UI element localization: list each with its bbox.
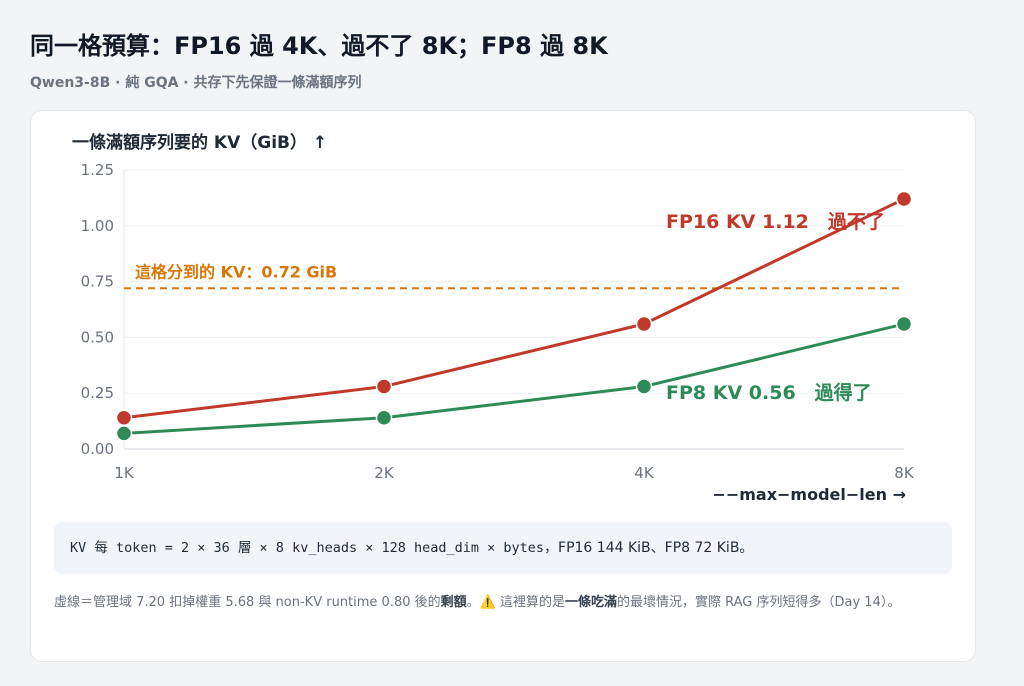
y-tick-label: 0.50 bbox=[81, 328, 114, 346]
x-tick-label: 4K bbox=[634, 464, 655, 482]
page-subtitle: Qwen3-8B · 純 GQA · 共存下先保證一條滿額序列 bbox=[30, 75, 362, 91]
series-line-fp16 bbox=[123, 197, 905, 420]
series-layer: FP16 KV 1.12 過不了 FP8 KV 0.56 過得了 bbox=[115, 190, 913, 442]
line-chart: 一條滿額序列要的 KV（GiB） ↑ 0.00 0.25 0.50 0.75 1.00 1… bbox=[72, 132, 915, 504]
footnote-part2: 。⚠️ 這裡算的是 bbox=[466, 595, 565, 610]
x-tick-label: 1K bbox=[114, 464, 135, 482]
formula-expression: KV 每 token = 2 × 36 層 × 8 kv_heads × 128… bbox=[70, 540, 545, 556]
grid-lines bbox=[123, 169, 904, 450]
y-tick-label: 0.75 bbox=[81, 273, 114, 291]
data-point-fp8 bbox=[115, 425, 133, 442]
data-point-fp16 bbox=[635, 315, 653, 333]
footnote-bold1: 剩額 bbox=[440, 595, 467, 610]
y-axis-label: 一條滿額序列要的 KV（GiB） ↑ bbox=[72, 132, 327, 153]
series-end-label-fp8: FP8 KV 0.56 過得了 bbox=[666, 381, 872, 404]
footnote-part3: 的最壞情況，實際 RAG 序列短得多（Day 14）。 bbox=[617, 595, 901, 610]
x-tick-labels: 1K 2K 4K 8K bbox=[114, 464, 915, 482]
x-tick-label: 8K bbox=[894, 464, 915, 482]
y-tick-label: 0.25 bbox=[81, 384, 114, 402]
footnote-bold2: 一條吃滿 bbox=[564, 595, 617, 610]
series-line-fp8 bbox=[123, 322, 905, 435]
y-tick-label: 0.00 bbox=[81, 440, 114, 458]
data-point-fp16 bbox=[115, 409, 133, 427]
y-tick-label: 1.25 bbox=[81, 161, 114, 179]
x-axis-label: −−max−model−len → bbox=[712, 485, 906, 504]
footnote: 虛線＝管理域 7.20 扣掉權重 5.68 與 non-KV runtime 0… bbox=[54, 590, 954, 615]
data-point-fp16 bbox=[375, 378, 393, 395]
y-tick-labels: 0.00 0.25 0.50 0.75 1.00 1.25 bbox=[81, 161, 114, 458]
y-tick-label: 1.00 bbox=[81, 217, 114, 235]
formula-box: KV 每 token = 2 × 36 層 × 8 kv_heads × 128… bbox=[54, 522, 952, 574]
series-end-label-fp16: FP16 KV 1.12 過不了 bbox=[666, 211, 885, 233]
formula-result: ，FP16 144 KiB、FP8 72 KiB。 bbox=[544, 540, 754, 556]
threshold-label: 這格分到的 KV：0.72 GiB bbox=[135, 262, 337, 281]
data-point-fp8 bbox=[635, 378, 653, 395]
footnote-part1: 虛線＝管理域 7.20 扣掉權重 5.68 與 non-KV runtime 0… bbox=[54, 595, 441, 610]
data-point-fp16 bbox=[895, 190, 913, 208]
page-title: 同一格預算：FP16 過 4K、過不了 8K；FP8 過 8K bbox=[30, 32, 608, 60]
data-point-fp8 bbox=[375, 409, 393, 427]
data-point-fp8 bbox=[895, 315, 913, 333]
x-tick-label: 2K bbox=[374, 464, 395, 482]
threshold: 這格分到的 KV：0.72 GiB bbox=[124, 262, 904, 290]
